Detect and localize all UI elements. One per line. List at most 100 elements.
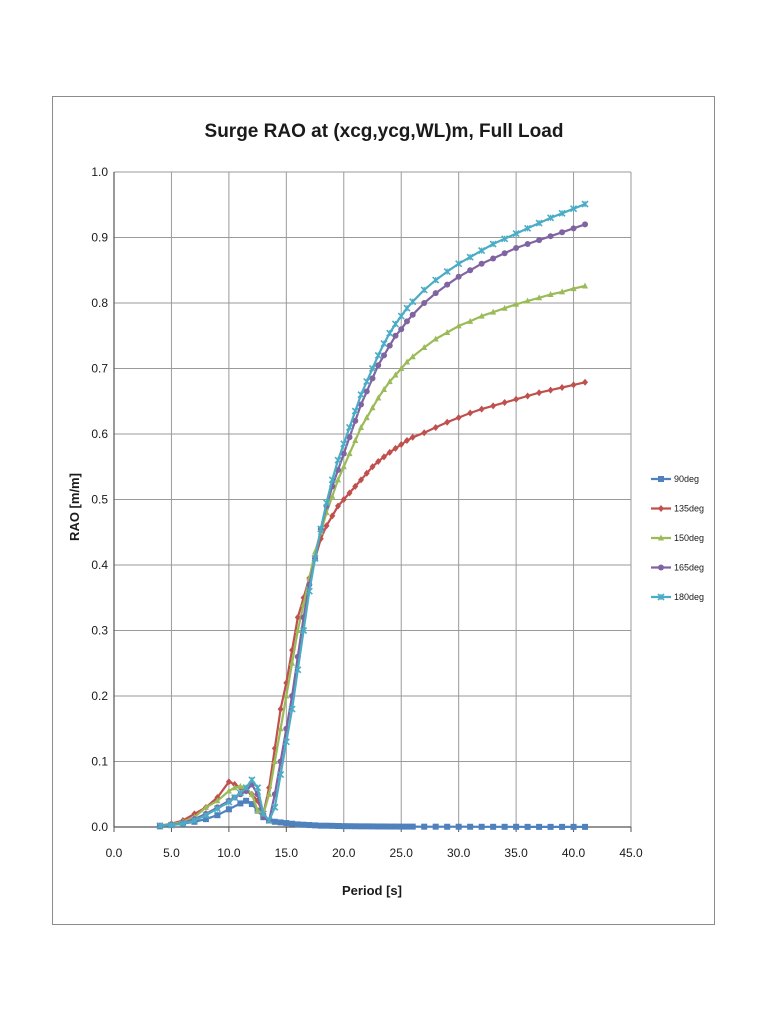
data-point-90deg bbox=[501, 823, 508, 830]
data-point-165deg bbox=[421, 300, 428, 306]
data-point-165deg bbox=[490, 255, 497, 262]
data-point-90deg bbox=[340, 823, 347, 830]
data-point-180deg bbox=[374, 351, 382, 359]
series-150deg bbox=[156, 282, 589, 829]
data-point-135deg bbox=[513, 395, 520, 403]
data-point-135deg bbox=[432, 423, 439, 431]
data-point-90deg bbox=[398, 823, 405, 830]
series-90deg bbox=[156, 797, 589, 830]
x-tick-label: 40.0 bbox=[562, 846, 586, 860]
data-point-150deg bbox=[536, 294, 543, 301]
data-point-165deg bbox=[375, 362, 382, 369]
x-tick-label: 10.0 bbox=[217, 846, 241, 860]
data-point-90deg bbox=[490, 823, 497, 830]
data-point-180deg bbox=[357, 391, 365, 399]
data-point-180deg bbox=[202, 811, 210, 819]
data-point-90deg bbox=[277, 819, 284, 826]
data-point-180deg bbox=[167, 821, 176, 829]
data-point-165deg bbox=[358, 401, 365, 408]
data-point-90deg bbox=[346, 823, 353, 830]
data-point-150deg bbox=[455, 322, 462, 329]
data-point-180deg bbox=[288, 705, 296, 713]
data-point-180deg bbox=[213, 805, 221, 813]
data-point-180deg bbox=[489, 240, 497, 248]
data-point-180deg bbox=[242, 784, 250, 792]
data-point-180deg bbox=[420, 286, 428, 294]
legend-item-180deg: 180deg bbox=[651, 592, 704, 602]
data-point-180deg bbox=[368, 364, 377, 373]
data-point-90deg bbox=[582, 823, 589, 830]
data-point-90deg bbox=[335, 823, 342, 830]
series-165deg bbox=[156, 221, 589, 829]
data-point-135deg bbox=[369, 463, 376, 471]
data-point-150deg bbox=[375, 394, 382, 401]
data-point-150deg bbox=[501, 304, 508, 311]
x-tick-label: 30.0 bbox=[447, 846, 471, 860]
data-point-150deg bbox=[392, 371, 399, 378]
data-point-165deg bbox=[352, 417, 359, 424]
data-point-180deg bbox=[305, 587, 313, 595]
legend: 90deg 135deg 150deg 165deg 180deg bbox=[651, 474, 704, 602]
data-point-135deg bbox=[323, 522, 330, 530]
data-point-90deg bbox=[289, 820, 296, 827]
data-point-150deg bbox=[547, 290, 554, 297]
x-tick-label: 20.0 bbox=[332, 846, 356, 860]
data-point-150deg bbox=[369, 404, 376, 411]
data-point-180deg bbox=[501, 235, 509, 243]
data-point-150deg bbox=[283, 692, 290, 699]
data-point-180deg bbox=[271, 803, 279, 811]
data-point-135deg bbox=[547, 386, 554, 394]
data-point-165deg bbox=[478, 260, 485, 267]
data-point-90deg bbox=[369, 823, 376, 830]
data-point-135deg bbox=[358, 476, 365, 484]
data-point-135deg bbox=[346, 489, 353, 497]
data-point-135deg bbox=[478, 405, 485, 413]
data-point-90deg bbox=[323, 822, 330, 829]
data-point-165deg bbox=[501, 250, 508, 257]
data-point-150deg bbox=[202, 803, 209, 810]
data-point-180deg bbox=[478, 247, 486, 255]
data-point-165deg bbox=[559, 229, 566, 236]
data-point-180deg bbox=[403, 304, 411, 312]
grid-lines bbox=[113, 171, 632, 828]
data-point-150deg bbox=[513, 300, 520, 307]
data-point-180deg bbox=[231, 793, 239, 802]
x-tick-label: 45.0 bbox=[619, 846, 643, 860]
data-point-90deg bbox=[559, 823, 566, 830]
y-tick-label: 0.5 bbox=[91, 493, 108, 507]
legend-item-150deg: 150deg bbox=[651, 533, 704, 543]
data-point-150deg bbox=[289, 659, 296, 666]
data-point-90deg bbox=[421, 823, 428, 830]
data-point-180deg bbox=[432, 276, 440, 284]
data-point-150deg bbox=[444, 328, 451, 335]
x-tick-label: 15.0 bbox=[275, 846, 299, 860]
data-point-180deg bbox=[558, 209, 566, 217]
y-tick-label: 1.0 bbox=[91, 165, 108, 179]
data-point-180deg bbox=[225, 798, 233, 806]
data-point-150deg bbox=[294, 627, 301, 633]
data-point-150deg bbox=[254, 807, 261, 814]
data-point-135deg bbox=[277, 705, 284, 713]
data-point-90deg bbox=[392, 823, 399, 830]
data-point-90deg bbox=[352, 823, 359, 830]
data-point-135deg bbox=[403, 437, 410, 445]
data-point-90deg bbox=[409, 823, 416, 830]
data-point-135deg bbox=[335, 502, 342, 510]
data-point-90deg bbox=[478, 823, 485, 830]
data-point-90deg bbox=[225, 806, 232, 813]
data-point-180deg bbox=[236, 789, 244, 797]
data-point-180deg bbox=[311, 554, 319, 563]
series-line-135deg bbox=[159, 381, 586, 827]
data-point-180deg bbox=[443, 267, 451, 276]
data-point-180deg bbox=[535, 219, 543, 227]
data-point-90deg bbox=[306, 822, 313, 829]
data-point-90deg bbox=[317, 822, 324, 829]
data-point-150deg bbox=[277, 725, 284, 732]
data-point-90deg bbox=[329, 822, 336, 829]
data-point-90deg bbox=[248, 801, 255, 808]
legend-label: 90deg bbox=[674, 474, 699, 484]
series-line-180deg bbox=[159, 203, 586, 827]
legend-label: 180deg bbox=[674, 592, 704, 602]
data-point-180deg bbox=[156, 822, 164, 830]
data-point-135deg bbox=[559, 383, 566, 391]
